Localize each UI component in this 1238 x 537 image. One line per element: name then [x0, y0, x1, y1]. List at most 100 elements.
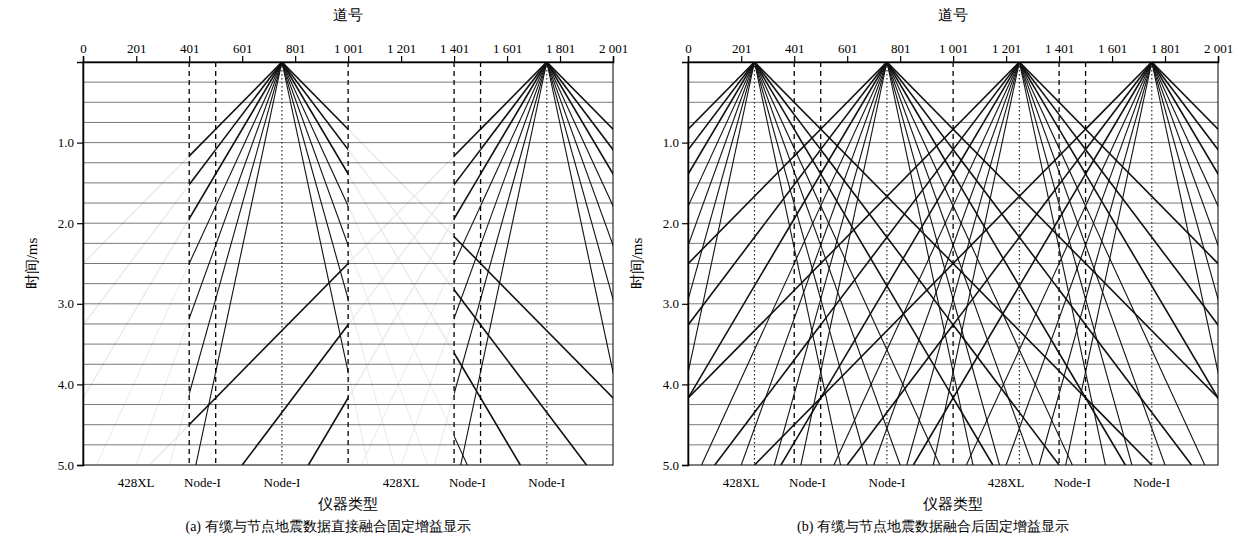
seismic-event: [1039, 62, 1059, 465]
x-axis-line: [689, 56, 1219, 63]
seismic-event: [688, 62, 754, 465]
y-tick: 5.0: [663, 458, 688, 473]
time-line: [688, 203, 1218, 204]
instrument-boundary: [480, 62, 481, 465]
x-tick: 1 201: [992, 41, 1021, 62]
y-tick-label: 1.0: [58, 135, 74, 150]
seismic-event: [953, 62, 1059, 465]
seismic-event: [1059, 62, 1060, 465]
seismic-event: [1066, 62, 1086, 465]
x-tick-mark: [900, 56, 901, 62]
y-tick-label: 3.0: [663, 296, 679, 311]
seismic-event: [801, 62, 821, 465]
seismic-event: [774, 62, 794, 465]
instrument-label: 428XL: [383, 475, 420, 490]
x-tick-label: 1 001: [939, 41, 968, 56]
y-axis-title: 时间/ms: [24, 238, 40, 290]
x-tick-label: 1 401: [1045, 41, 1074, 56]
segment-events: [953, 62, 1059, 465]
seismic-event: [688, 62, 754, 465]
x-tick-label: 1 801: [546, 41, 575, 56]
seismic-event: [1152, 62, 1218, 465]
segment-events: [1059, 62, 1085, 465]
seismic-event: [348, 62, 454, 465]
seismic-event: [401, 62, 454, 465]
instrument-label: 428XL: [988, 475, 1025, 490]
seismic-event: [216, 62, 282, 465]
seismic-event: [1086, 62, 1152, 465]
seismic-event: [913, 62, 953, 465]
seismic-event: [688, 62, 794, 465]
seismic-event: [196, 62, 216, 465]
x-tick-label: 601: [838, 41, 858, 56]
seismic-event: [953, 62, 1059, 465]
seismic-event: [953, 62, 1019, 465]
seismic-event: [189, 62, 215, 465]
y-tick: 5.0: [58, 458, 83, 473]
y-axis-title: 时间/ms: [629, 238, 645, 290]
x-tick-label: 0: [685, 41, 692, 56]
x-axis-title: 道号: [333, 7, 363, 23]
segment-events: [83, 62, 189, 465]
time-line: [688, 223, 1218, 224]
seismic-event: [282, 62, 348, 465]
panel-caption: (a) 有缆与节点地震数据直接融合固定增益显示: [185, 519, 470, 535]
seismic-event: [1019, 62, 1059, 465]
seismic-event: [454, 62, 467, 465]
category-title: 仪器类型: [923, 496, 983, 512]
seismic-event: [781, 62, 794, 465]
seismic-event: [454, 62, 480, 465]
seismic-event: [454, 62, 480, 465]
plot-frame: [83, 62, 613, 465]
x-tick-mark: [1006, 56, 1007, 62]
seismic-event: [953, 62, 1019, 465]
x-tick: 201: [127, 41, 147, 62]
y-tick-mark: [77, 465, 83, 466]
instrument-label: Node-I: [789, 475, 826, 490]
x-tick: 1 401: [1045, 41, 1074, 62]
seismic-event: [189, 62, 215, 465]
x-tick-mark: [741, 56, 742, 62]
x-tick: 1 601: [1098, 41, 1127, 62]
seismic-event: [1152, 62, 1218, 465]
seismic-event: [1086, 62, 1152, 465]
x-axis-title: 道号: [938, 7, 968, 23]
segment-events: [821, 62, 953, 465]
seismic-event: [481, 62, 547, 465]
time-line: [83, 384, 613, 385]
seismic-event: [189, 62, 215, 465]
y-tick-mark: [682, 465, 688, 466]
seismic-event: [887, 62, 953, 465]
x-tick-label: 601: [233, 41, 253, 56]
instrument-boundary: [1058, 62, 1059, 465]
seismic-event: [461, 62, 481, 465]
seismic-event: [547, 62, 613, 465]
instrument-label: Node-I: [1133, 475, 1170, 490]
x-tick-mark: [688, 56, 689, 62]
time-line: [83, 283, 613, 284]
y-tick-mark: [77, 143, 83, 144]
seismic-event: [454, 62, 480, 465]
y-tick-mark: [682, 143, 688, 144]
x-tick-mark: [1218, 56, 1219, 62]
seismic-event: [1152, 62, 1218, 465]
y-tick-mark: [682, 384, 688, 385]
near-offset-trace: [1019, 62, 1020, 465]
seismic-event: [821, 62, 887, 465]
y-tick: 1.0: [663, 135, 688, 150]
x-tick-mark: [613, 56, 614, 62]
seismic-event: [1086, 62, 1152, 465]
y-tick: 2.0: [58, 216, 83, 231]
instrument-boundary: [189, 62, 190, 465]
seismic-event: [1059, 62, 1085, 465]
x-tick-mark: [401, 56, 402, 62]
seismic-event: [907, 62, 953, 465]
instrument-label: Node-I: [1054, 475, 1091, 490]
seismic-event: [1059, 62, 1085, 465]
seismic-event: [189, 62, 215, 465]
y-tick: 4.0: [58, 377, 83, 392]
seismic-event: [953, 62, 1019, 465]
x-tick-mark: [1112, 56, 1113, 62]
x-tick: 1 801: [546, 41, 575, 62]
y-tick-mark: [77, 384, 83, 385]
